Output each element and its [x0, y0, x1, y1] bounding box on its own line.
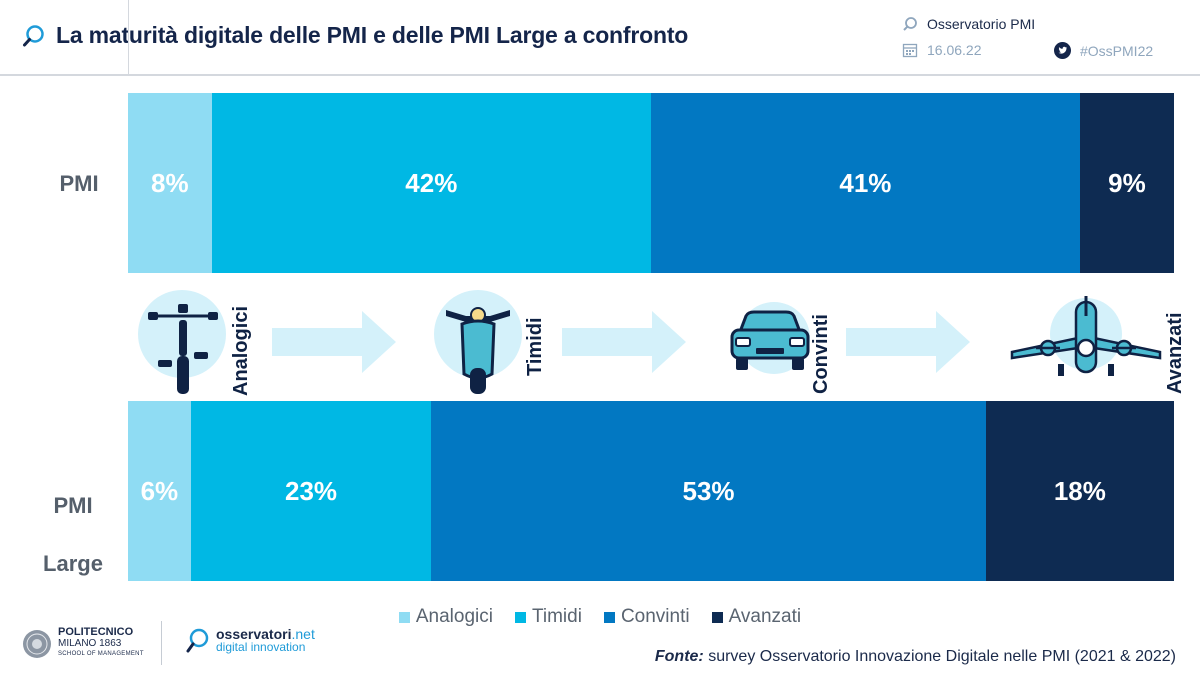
- stage-label-timidi: Timidi: [524, 317, 546, 376]
- data-label: 6%: [140, 475, 179, 506]
- data-label: 23%: [285, 475, 338, 506]
- data-label: 18%: [1053, 475, 1106, 506]
- stage-analogici: Analogici: [136, 282, 266, 398]
- politecnico-logo: POLITECNICO MILANO 1863 SCHOOL OF MANAGE…: [22, 627, 144, 660]
- osservatori-name-main: osservatori: [216, 626, 292, 642]
- bar-segment-avanzati: 18%: [985, 401, 1174, 581]
- data-label: 53%: [682, 475, 735, 506]
- bar-segment-analogici: 8%: [128, 93, 212, 273]
- data-label: 42%: [405, 167, 458, 198]
- chart-legend: Analogici Timidi Convinti Avanzati: [0, 606, 1200, 628]
- politecnico-city: MILANO 1863: [58, 638, 122, 649]
- title-row: La maturità digitale delle PMI e delle P…: [22, 22, 688, 49]
- legend-item-timidi: Timidi: [514, 606, 582, 628]
- stage-label-avanzati: Avanzati: [1164, 312, 1186, 394]
- politecnico-school: SCHOOL OF MANAGEMENT: [58, 651, 144, 657]
- header-divider: [0, 74, 1200, 76]
- data-label: 41%: [839, 167, 892, 198]
- osservatori-tld: .net: [291, 626, 315, 642]
- bar-segment-avanzati: 9%: [1079, 93, 1174, 273]
- politecnico-seal-icon: [23, 629, 51, 658]
- legend-item-analogici: Analogici: [398, 606, 493, 628]
- legend-item-convinti: Convinti: [603, 606, 690, 628]
- page-title: La maturità digitale delle PMI e delle P…: [56, 22, 689, 48]
- hashtag-meta[interactable]: #OssPMI22: [1054, 42, 1153, 59]
- calendar-icon: [902, 43, 918, 58]
- bar-segment-convinti: 53%: [431, 401, 986, 581]
- data-label: 8%: [151, 167, 189, 198]
- organization-name: Osservatorio PMI: [927, 16, 1036, 32]
- airplane-icon: [1010, 296, 1162, 376]
- osservatori-tagline: digital innovation: [216, 640, 306, 654]
- organization-meta: Osservatorio PMI: [902, 16, 1035, 32]
- magnifier-logo-icon: [23, 24, 44, 46]
- osservatori-name: osservatori.net: [216, 627, 315, 641]
- hashtag-text: #OssPMI22: [1080, 42, 1154, 59]
- stage-label-convinti: Convinti: [810, 314, 832, 394]
- arrow-icon: [562, 311, 686, 373]
- legend-label: Analogici: [415, 606, 493, 627]
- bar-segment-timidi: 42%: [211, 93, 651, 273]
- scooter-icon: [434, 290, 522, 394]
- osservatori-logo: osservatori.net digital innovation: [186, 627, 315, 654]
- logo-divider: [161, 621, 162, 665]
- legend-label: Convinti: [620, 606, 690, 627]
- row-label-pmi: PMI: [59, 171, 99, 196]
- twitter-icon: [1054, 42, 1071, 59]
- bar-segment-convinti: 41%: [650, 93, 1080, 273]
- data-label: 9%: [1108, 167, 1146, 198]
- arrow-icon: [846, 311, 970, 373]
- magnifier-icon: [903, 17, 917, 31]
- stage-timidi: Timidi: [432, 282, 562, 398]
- bar-pmi: 8% 42% 41% 9%: [128, 93, 1174, 273]
- arrow-icon: [272, 311, 396, 373]
- bar-segment-analogici: 6%: [128, 401, 191, 581]
- politecnico-name: POLITECNICO: [58, 626, 134, 638]
- legend-label: Timidi: [531, 606, 582, 627]
- legend-swatch: [398, 611, 410, 623]
- bar-pmi-large: 6% 23% 53% 18%: [128, 401, 1174, 581]
- legend-swatch: [711, 611, 723, 623]
- car-icon: [730, 302, 810, 374]
- stage-avanzati: Avanzati: [1008, 282, 1194, 398]
- row-label-pmi-large: PMI Large: [22, 462, 124, 578]
- stage-label-analogici: Analogici: [230, 305, 252, 396]
- osservatori-text: osservatori.net digital innovation: [216, 627, 315, 654]
- legend-label: Avanzati: [728, 606, 802, 627]
- legend-swatch: [514, 611, 526, 623]
- row-label-pmi-large-line1: PMI: [53, 493, 93, 518]
- date-text: 16.06.22: [927, 42, 982, 58]
- date-meta: 16.06.22: [902, 42, 982, 58]
- row-label-pmi-large-line2: Large: [43, 551, 103, 576]
- bicycle-icon: [138, 290, 226, 394]
- header-divider-vertical: [128, 0, 129, 74]
- stage-convinti: Convinti: [722, 282, 862, 398]
- politecnico-text: POLITECNICO MILANO 1863 SCHOOL OF MANAGE…: [58, 627, 144, 660]
- osservatori-magnifier-icon: [186, 628, 209, 652]
- legend-item-avanzati: Avanzati: [711, 606, 802, 628]
- legend-swatch: [603, 611, 615, 623]
- source-text: survey Osservatorio Innovazione Digitale…: [703, 648, 1176, 665]
- bar-segment-timidi: 23%: [190, 401, 432, 581]
- source-label: Fonte:: [654, 648, 704, 665]
- source-note: Fonte: survey Osservatorio Innovazione D…: [655, 648, 1176, 666]
